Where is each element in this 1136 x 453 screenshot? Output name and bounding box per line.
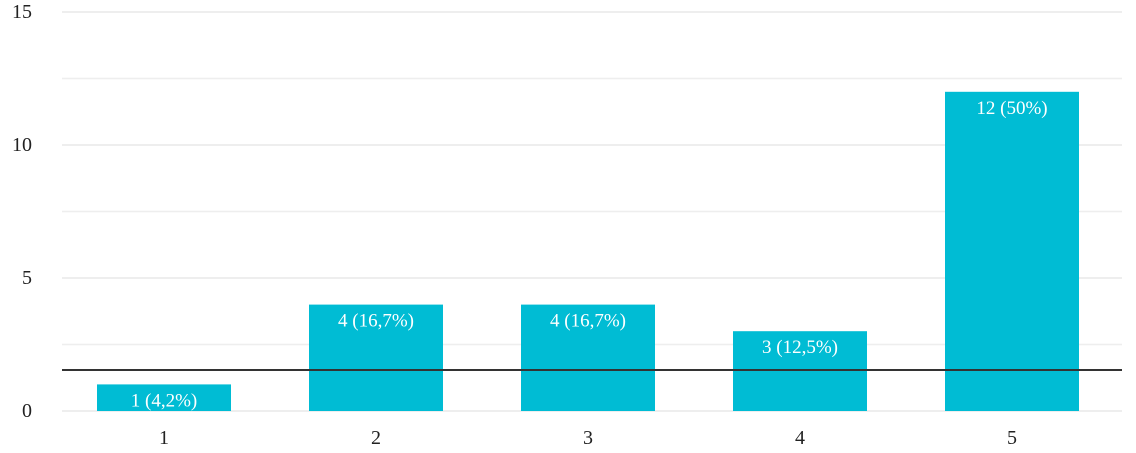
y-tick-label: 15	[12, 1, 32, 23]
x-axis-ticks: 1 2 3 4 5	[159, 427, 1017, 449]
x-tick-label: 4	[795, 427, 805, 448]
bar	[733, 331, 867, 411]
y-tick-label: 0	[22, 400, 32, 422]
bar	[521, 304, 655, 411]
x-tick-label: 3	[583, 427, 593, 448]
bar	[97, 384, 231, 411]
x-tick-label: 5	[1007, 427, 1017, 448]
gridlines	[62, 11, 1122, 412]
y-tick-label: 5	[22, 267, 32, 289]
y-axis-ticks: 0 5 10 15	[12, 1, 32, 422]
bar	[309, 304, 443, 411]
x-tick-label: 1	[159, 427, 169, 448]
bar	[945, 91, 1079, 412]
bar-data-label: 4 (16,7%)	[550, 311, 626, 332]
bar-data-label: 12 (50%)	[976, 98, 1047, 119]
x-tick-label: 2	[371, 427, 381, 448]
bar-data-label: 3 (12,5%)	[762, 337, 838, 358]
bar-data-label: 1 (4,2%)	[131, 390, 197, 411]
bars: 1 (4,2%) 4 (16,7%) 4 (16,7%) 3 (12,5%) 12 (5…	[97, 91, 1079, 412]
y-tick-label: 10	[12, 134, 32, 156]
bar-data-label: 4 (16,7%)	[338, 311, 414, 332]
